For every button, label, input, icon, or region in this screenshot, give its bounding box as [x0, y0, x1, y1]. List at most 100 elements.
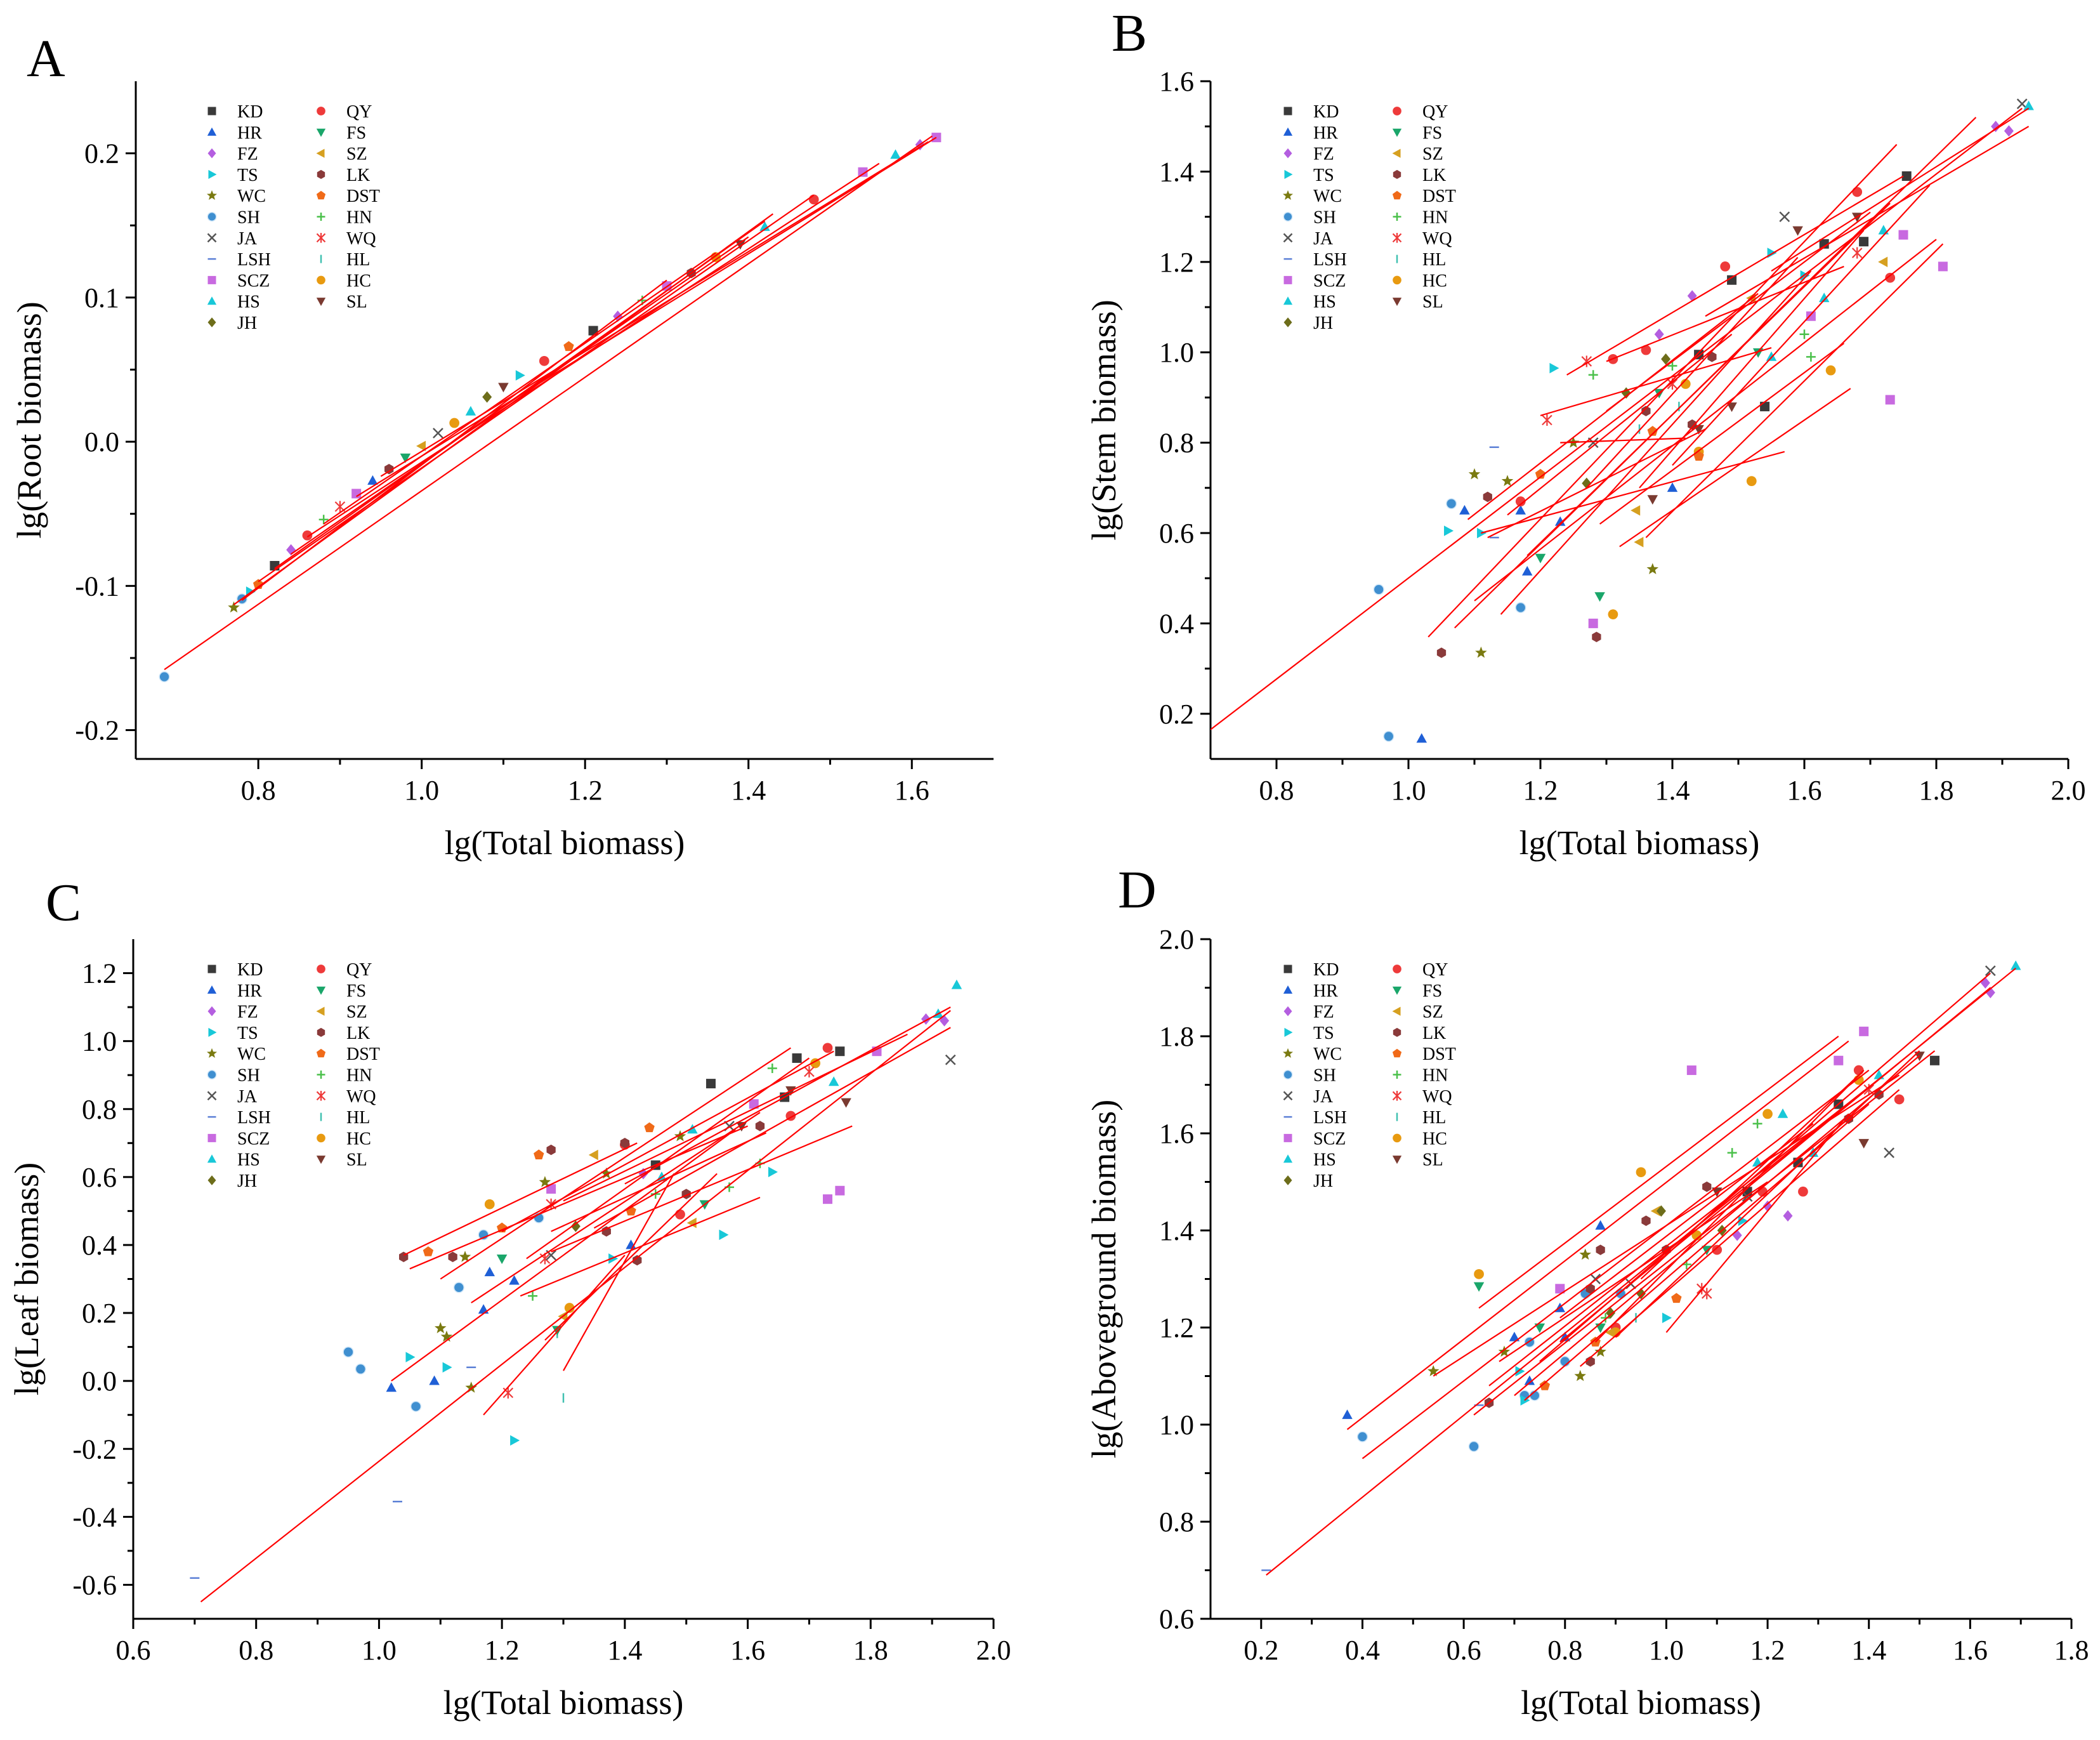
regression-line — [1705, 126, 2030, 317]
x-axis-title: lg(Total biomass) — [1519, 824, 1760, 862]
data-point-hr — [1595, 1220, 1606, 1230]
data-point-hn — [1667, 361, 1677, 371]
data-point-lk — [1483, 491, 1492, 503]
data-point-hn — [1752, 1119, 1762, 1129]
regression-line — [1665, 1113, 1849, 1333]
data-point-ja — [1884, 1147, 1895, 1158]
data-point-scz — [858, 167, 868, 177]
data-point-ts — [442, 1362, 452, 1373]
data-point-fs — [400, 453, 411, 463]
legend-marker-hn — [317, 1071, 325, 1079]
data-point-lk — [1592, 631, 1601, 643]
legend-marker-wc — [1282, 1048, 1294, 1058]
data-point-lk — [448, 1251, 457, 1262]
data-point-qy — [1720, 261, 1731, 272]
data-point-qy — [1885, 272, 1896, 283]
data-point-hr — [1524, 1375, 1535, 1385]
legend-marker-lk — [317, 169, 325, 180]
regression-line — [501, 1050, 834, 1232]
legend-marker-sh — [1283, 211, 1293, 222]
data-point-qy — [1641, 345, 1651, 355]
data-point-fz — [1687, 290, 1697, 302]
legend-label: LK — [1422, 1024, 1446, 1043]
data-point-wc — [1594, 1345, 1606, 1357]
data-point-kd — [1819, 239, 1829, 249]
data-point-ts — [1444, 525, 1454, 536]
legend-marker-hn — [1393, 213, 1401, 221]
data-point-hn — [767, 1063, 777, 1073]
data-point-hs — [1766, 351, 1777, 361]
legend-label: HR — [237, 981, 262, 1001]
data-point-sl — [1792, 226, 1803, 236]
data-point-wq — [1851, 247, 1863, 259]
legend-marker-hr — [207, 127, 217, 136]
data-point-dst — [1535, 468, 1546, 479]
legend-label: SH — [1313, 208, 1336, 228]
legend-label: TS — [1313, 1024, 1334, 1043]
legend-label: KD — [1313, 960, 1339, 980]
data-point-hr — [1521, 565, 1533, 576]
data-point-sh — [159, 671, 170, 683]
legend-label: JH — [1313, 313, 1333, 333]
legend-marker-qy — [1393, 965, 1401, 973]
data-point-hs — [951, 979, 962, 989]
data-point-jh — [1661, 353, 1671, 365]
data-point-wc — [435, 1322, 447, 1334]
regression-line — [1507, 333, 1733, 516]
data-point-sh — [1356, 1431, 1368, 1442]
data-point-qy — [539, 355, 549, 366]
y-tick-label: 1.0 — [1159, 1409, 1194, 1440]
data-point-dst — [563, 341, 574, 352]
data-point-wc — [465, 1381, 477, 1393]
x-tick-label: 1.2 — [1523, 775, 1558, 806]
legend-marker-ja — [207, 1091, 217, 1101]
legend-marker-scz — [207, 275, 216, 284]
data-point-hr — [367, 475, 378, 485]
x-tick-label: 0.4 — [1345, 1635, 1380, 1666]
data-point-hs — [1878, 225, 1889, 235]
data-point-sz — [1650, 1206, 1660, 1216]
y-tick-label: 1.6 — [1159, 66, 1194, 97]
legend-label: WQ — [346, 229, 376, 249]
legend-label: HS — [1313, 293, 1336, 312]
data-point-lk — [601, 1226, 611, 1237]
y-tick-label: 0.4 — [82, 1230, 117, 1261]
legend-label: KD — [237, 102, 263, 122]
legend-marker-jh — [1283, 1175, 1292, 1185]
data-point-lk — [546, 1144, 556, 1156]
data-point-wc — [1427, 1365, 1440, 1376]
legend-label: SCZ — [237, 271, 270, 291]
legend-label: HS — [1313, 1150, 1336, 1170]
legend-marker-dst — [316, 1048, 326, 1058]
data-point-ts — [1549, 362, 1559, 374]
regression-line — [291, 236, 749, 555]
data-point-hr — [1416, 733, 1427, 743]
legend-label: HR — [1313, 123, 1338, 143]
data-point-sh — [1445, 498, 1457, 510]
regression-line — [526, 1057, 810, 1260]
plot-area — [190, 979, 962, 1603]
legend-label: JA — [1313, 1087, 1334, 1107]
data-point-sh — [410, 1401, 422, 1412]
regression-line — [1560, 437, 1686, 444]
y-axis-title: lg(Stem biomass) — [1085, 300, 1123, 540]
data-point-fz — [1991, 121, 2001, 133]
panel-b: B 0.8 1.0 1.2 1.4 1.6 1.8 2.0 0.2 0.4 0.6 0.8 1.0 1.2… — [1085, 4, 2086, 862]
data-point-sl — [736, 1122, 747, 1132]
legend-label: HC — [346, 1129, 371, 1149]
legend-marker-wc — [1282, 190, 1294, 201]
legend-label: QY — [1422, 960, 1448, 980]
regression-line — [1599, 343, 1845, 525]
x-axis-title: lg(Total biomass) — [443, 1684, 684, 1722]
legend-marker-hs — [207, 1154, 217, 1163]
data-point-scz — [822, 1194, 832, 1204]
legend-label: DST — [1422, 187, 1456, 206]
data-point-sl — [1726, 402, 1737, 412]
data-point-sh — [1383, 730, 1395, 742]
x-tick-label: 0.8 — [1547, 1635, 1582, 1666]
legend-label: WQ — [1422, 229, 1452, 249]
data-point-lk — [1641, 1215, 1651, 1226]
y-tick-label: 0.0 — [82, 1366, 117, 1397]
y-tick-label: 0.8 — [1159, 428, 1194, 459]
data-point-lk — [620, 1138, 630, 1149]
